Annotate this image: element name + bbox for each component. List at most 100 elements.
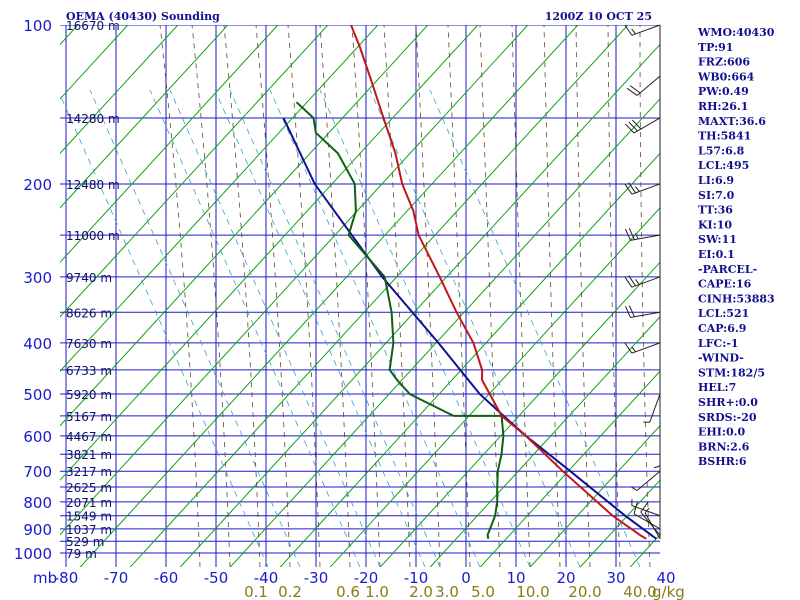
dry-adiabat bbox=[429, 316, 660, 567]
dry-adiabat bbox=[60, 25, 329, 318]
dry-adiabat bbox=[529, 424, 660, 567]
valid-time: 1200Z 10 OCT 25 bbox=[545, 10, 652, 23]
wind-barb bbox=[624, 342, 661, 354]
wind-barb bbox=[626, 75, 661, 96]
wind-barb bbox=[624, 275, 661, 288]
mixing-ratio-label: 20.0 bbox=[568, 583, 601, 600]
mixing-ratio-label: 0.6 bbox=[336, 583, 360, 600]
mixing-ratio-line bbox=[89, 89, 301, 567]
temperature-label: -10 bbox=[404, 569, 429, 587]
moist-adiabat bbox=[287, 25, 321, 567]
background-grid bbox=[60, 25, 660, 567]
dry-adiabat bbox=[279, 152, 660, 567]
height-label: 6733 m bbox=[66, 364, 112, 378]
dry-adiabat bbox=[479, 370, 660, 567]
dry-adiabat bbox=[60, 25, 379, 372]
moist-adiabat bbox=[319, 25, 351, 567]
height-label: 16670 m bbox=[66, 19, 120, 33]
mixing-ratio-line bbox=[229, 89, 441, 567]
moist-adiabat bbox=[447, 25, 471, 567]
dry-adiabat bbox=[650, 0, 800, 600]
dry-adiabat bbox=[60, 25, 529, 536]
temperature-label: -40 bbox=[254, 569, 279, 587]
temperature-label: -60 bbox=[154, 569, 179, 587]
moist-adiabat bbox=[607, 25, 621, 567]
pressure-label-700: 700 bbox=[23, 463, 52, 481]
mixing-ratio-label: 0.2 bbox=[278, 583, 302, 600]
height-label: 2071 m bbox=[66, 496, 112, 510]
wind-barb bbox=[624, 24, 661, 36]
height-label: 5920 m bbox=[66, 388, 112, 402]
height-label: 3821 m bbox=[66, 448, 112, 462]
mixing-ratio-unit: g/kg bbox=[652, 583, 685, 600]
height-label: 12480 m bbox=[66, 178, 120, 192]
wind-barb bbox=[624, 305, 661, 318]
pressure-label-400: 400 bbox=[23, 335, 52, 353]
parcel-line bbox=[282, 117, 657, 540]
height-label: 4467 m bbox=[66, 430, 112, 444]
wind-barb bbox=[643, 393, 661, 423]
height-label: 7630 m bbox=[66, 337, 112, 351]
temperature-label: -70 bbox=[104, 569, 129, 587]
mixing-ratio-line bbox=[214, 89, 426, 567]
mixing-ratio-line bbox=[169, 89, 381, 567]
wind-barb bbox=[653, 435, 661, 469]
pressure-label-900: 900 bbox=[23, 521, 52, 539]
temperature-label: 30 bbox=[606, 569, 625, 587]
dry-adiabat bbox=[229, 98, 660, 567]
mixing-ratio-line bbox=[269, 89, 481, 567]
temperature-label: 0 bbox=[461, 569, 471, 587]
height-label: 14280 m bbox=[66, 112, 120, 126]
mixing-ratio-label: 3.0 bbox=[435, 583, 459, 600]
height-label: 3217 m bbox=[66, 465, 112, 479]
mixing-ratio-label: 1.0 bbox=[365, 583, 389, 600]
height-label: 11000 m bbox=[66, 229, 120, 243]
height-label: 1549 m bbox=[66, 510, 112, 524]
moist-adiabat bbox=[223, 25, 261, 567]
mixing-ratio-line bbox=[319, 89, 531, 567]
mixing-ratio-line bbox=[429, 89, 641, 567]
moist-adiabat bbox=[159, 25, 201, 567]
mixing-ratio-line bbox=[60, 93, 269, 567]
wind-barb bbox=[631, 470, 661, 491]
pressure-label-100: 100 bbox=[23, 17, 52, 35]
pressure-label-300: 300 bbox=[23, 269, 52, 287]
dry-adiabat bbox=[60, 25, 179, 155]
pressure-label-1000: 1000 bbox=[14, 545, 52, 563]
pressure-label-600: 600 bbox=[23, 428, 52, 446]
mixing-ratio-label: 10.0 bbox=[516, 583, 549, 600]
moist-adiabat bbox=[479, 25, 501, 567]
mixing-ratio-label: 2.0 bbox=[409, 583, 433, 600]
dry-adiabat bbox=[700, 0, 800, 600]
mixing-ratio-label: 5.0 bbox=[471, 583, 495, 600]
wind-barb bbox=[624, 182, 661, 195]
height-label: 1037 m bbox=[66, 523, 112, 537]
height-label: 8626 m bbox=[66, 306, 112, 320]
temperature-label: -50 bbox=[204, 569, 229, 587]
height-label: 79 m bbox=[66, 547, 97, 561]
moist-adiabat bbox=[255, 25, 291, 567]
mixing-ratio-label: 0.1 bbox=[244, 583, 268, 600]
moist-adiabat bbox=[575, 25, 591, 567]
dewpoint-line bbox=[295, 101, 505, 539]
dry-adiabat bbox=[60, 25, 229, 209]
dry-adiabat bbox=[60, 25, 479, 481]
moist-adiabat bbox=[511, 25, 531, 567]
dry-adiabat bbox=[750, 0, 800, 600]
wind-barb bbox=[631, 499, 661, 517]
station-title: OEMA (40430) Sounding bbox=[66, 10, 220, 23]
moist-adiabat bbox=[415, 25, 441, 567]
wind-barb bbox=[624, 228, 661, 241]
dry-adiabat bbox=[79, 25, 579, 567]
temperature-label: -30 bbox=[304, 569, 329, 587]
temperature-label: -80 bbox=[54, 569, 79, 587]
temperature-line bbox=[350, 25, 647, 540]
dry-adiabat bbox=[60, 25, 279, 264]
wind-barb bbox=[625, 117, 661, 134]
moist-adiabat bbox=[639, 25, 651, 567]
pressure-label-500: 500 bbox=[23, 386, 52, 404]
